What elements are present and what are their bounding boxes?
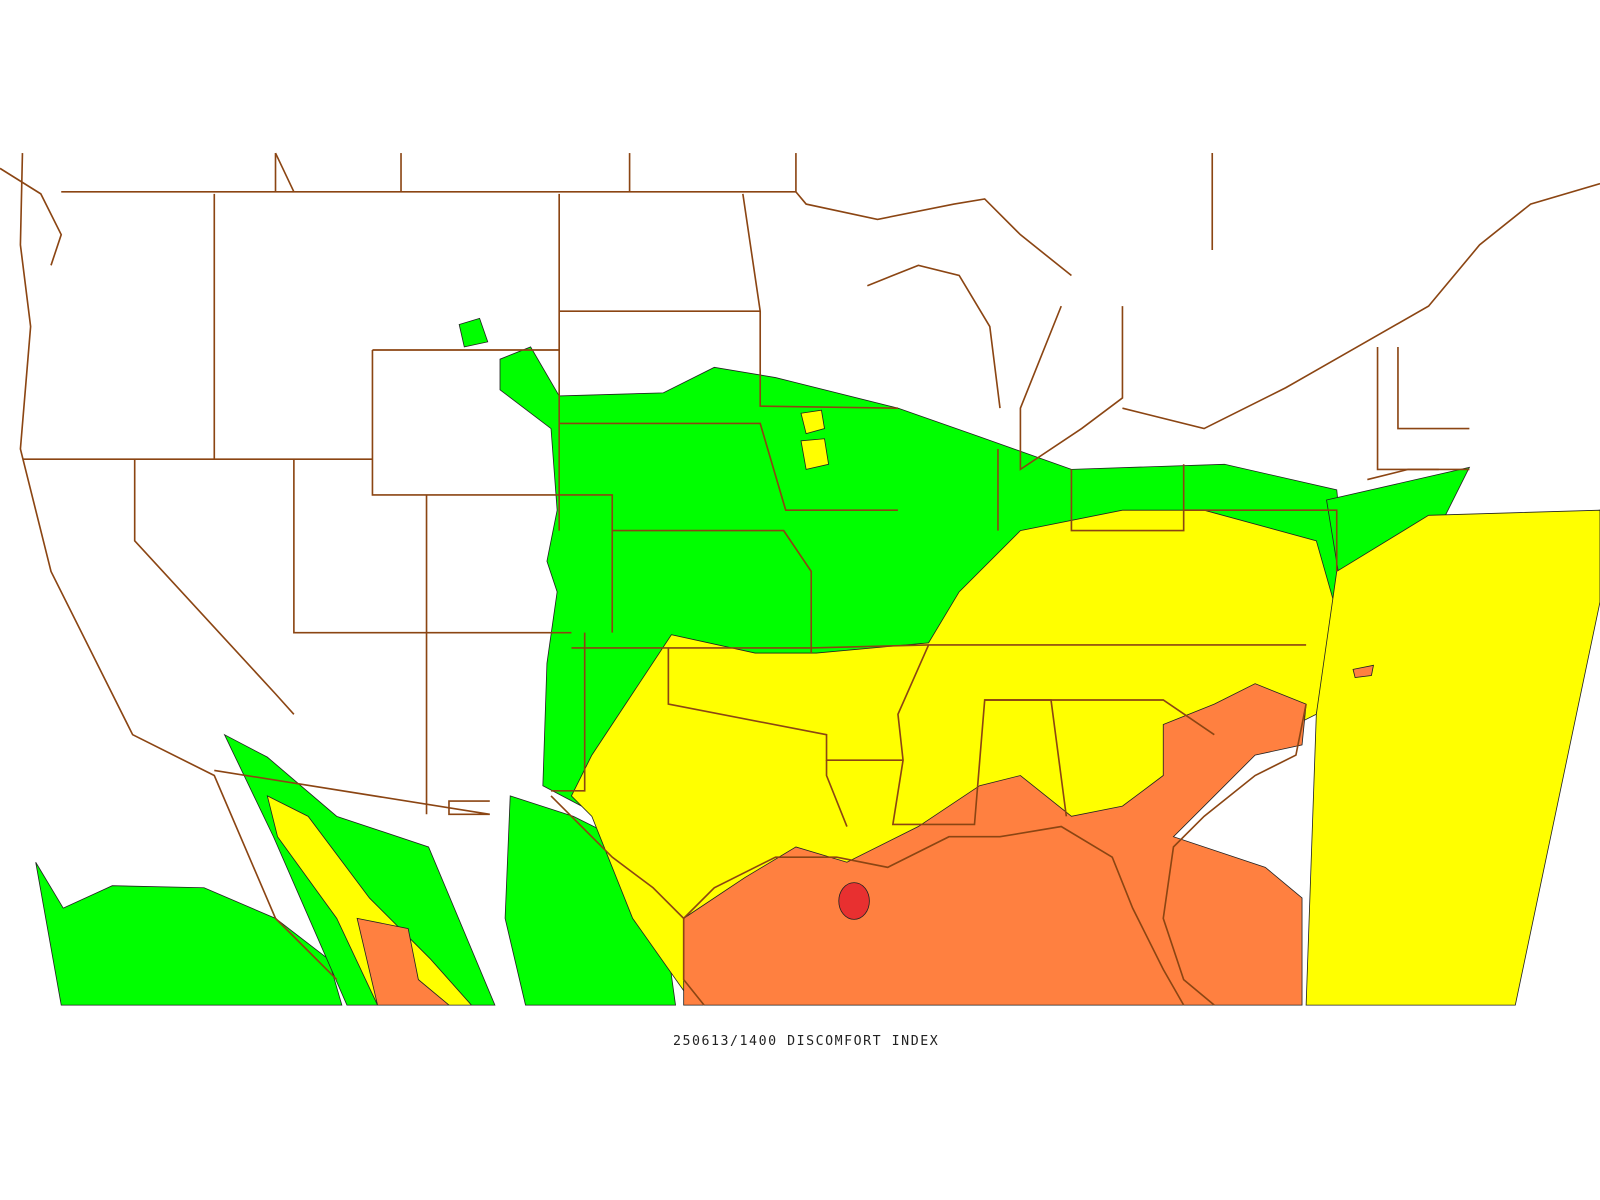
map-caption: 250613/1400 DISCOMFORT INDEX — [673, 1034, 939, 1049]
zone-orange — [356, 664, 1374, 1006]
map — [0, 152, 1600, 1006]
zone-red — [838, 882, 870, 920]
borders — [0, 152, 1600, 1006]
